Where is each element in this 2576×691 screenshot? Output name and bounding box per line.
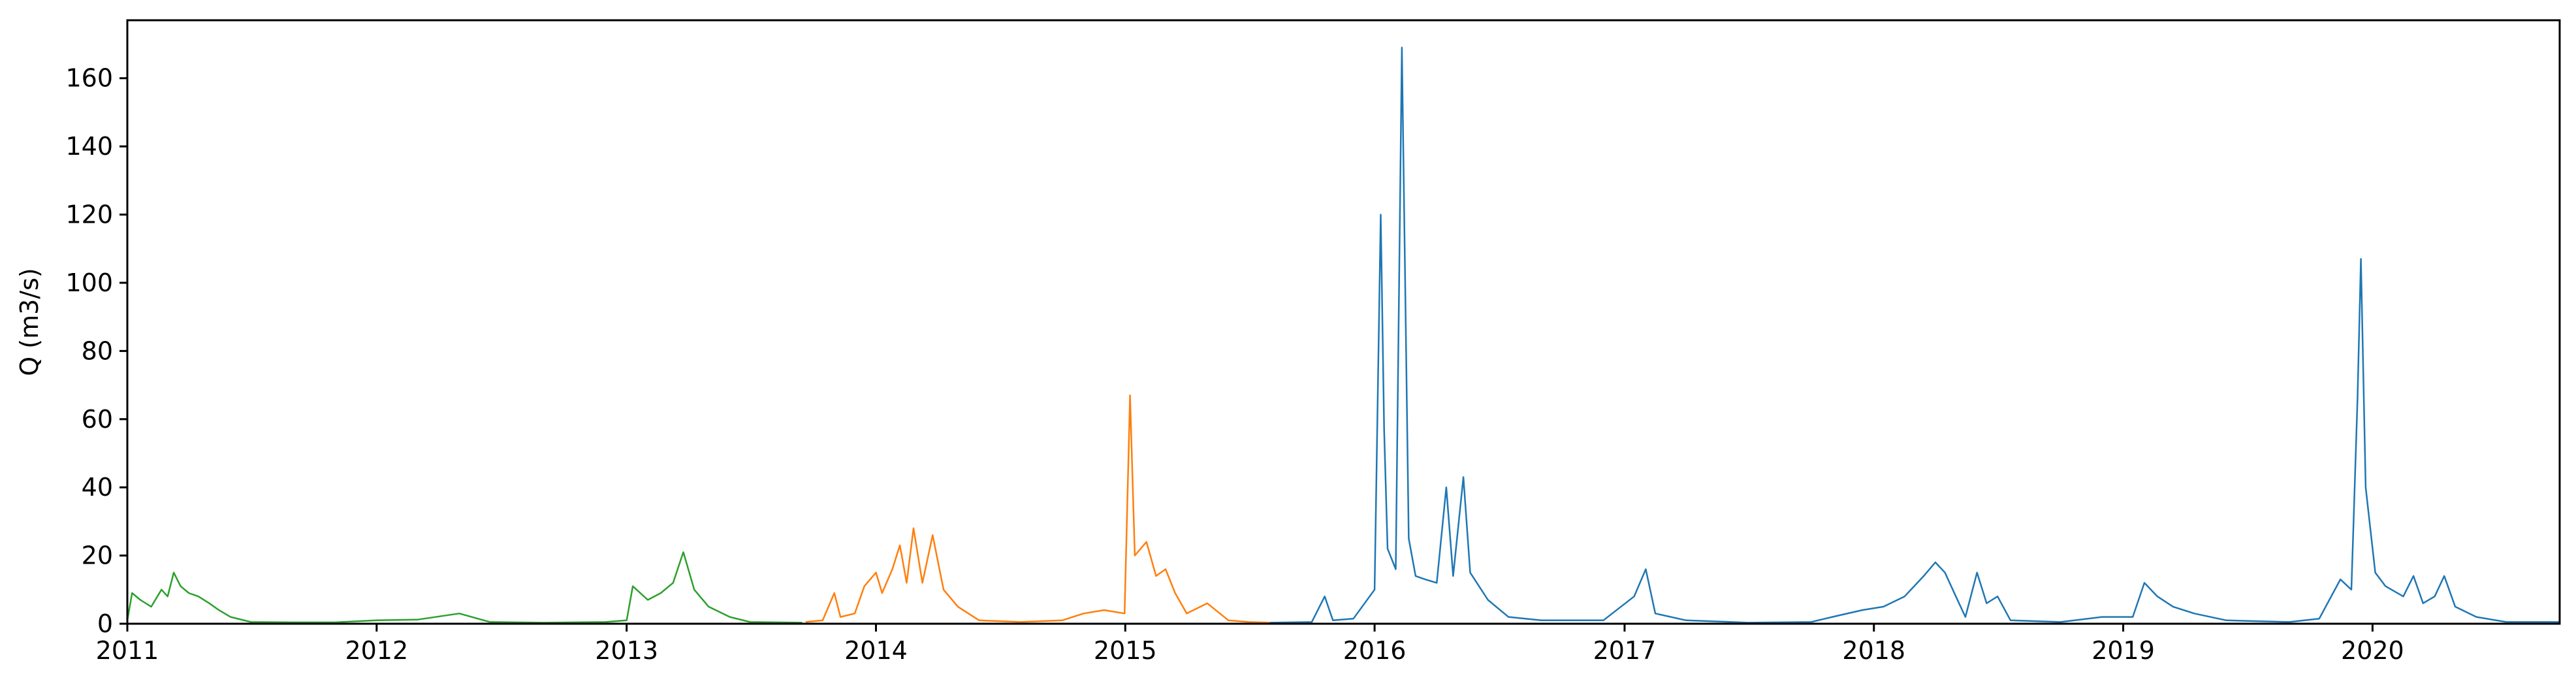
y-tick-label: 20	[82, 541, 113, 570]
y-tick-label: 0	[97, 609, 113, 638]
y-tick-label: 40	[82, 473, 113, 502]
y-tick-label: 100	[65, 268, 113, 297]
x-tick-label: 2013	[595, 636, 658, 665]
x-tick-label: 2019	[2091, 636, 2155, 665]
x-tick-label: 2015	[1094, 636, 1157, 665]
series-line-1	[126, 551, 803, 624]
x-axis-ticks: 2011 2012 2013 2014 2015 2016 2017 2018 2019 2020	[96, 624, 2404, 665]
x-tick-label: 2016	[1343, 636, 1407, 665]
x-tick-label: 2014	[844, 636, 908, 665]
y-axis-ticks: 0 20 40 60 80 100 120 140 160	[65, 64, 127, 638]
y-tick-label: 80	[82, 336, 113, 365]
axes-frame	[126, 19, 2561, 625]
y-axis-label: Q (m3/s)	[15, 268, 44, 376]
y-tick-label: 120	[65, 201, 113, 229]
series-line-3	[1269, 46, 2560, 624]
x-tick-label: 2020	[2341, 636, 2404, 665]
plot-area	[126, 46, 2560, 624]
x-tick-label: 2011	[96, 636, 159, 665]
y-tick-label: 160	[65, 64, 113, 93]
x-tick-label: 2018	[1842, 636, 1905, 665]
x-tick-label: 2012	[345, 636, 408, 665]
x-tick-label: 2017	[1593, 636, 1657, 665]
series-line-2	[805, 394, 1271, 624]
y-tick-label: 60	[82, 405, 113, 434]
y-tick-label: 140	[65, 132, 113, 161]
